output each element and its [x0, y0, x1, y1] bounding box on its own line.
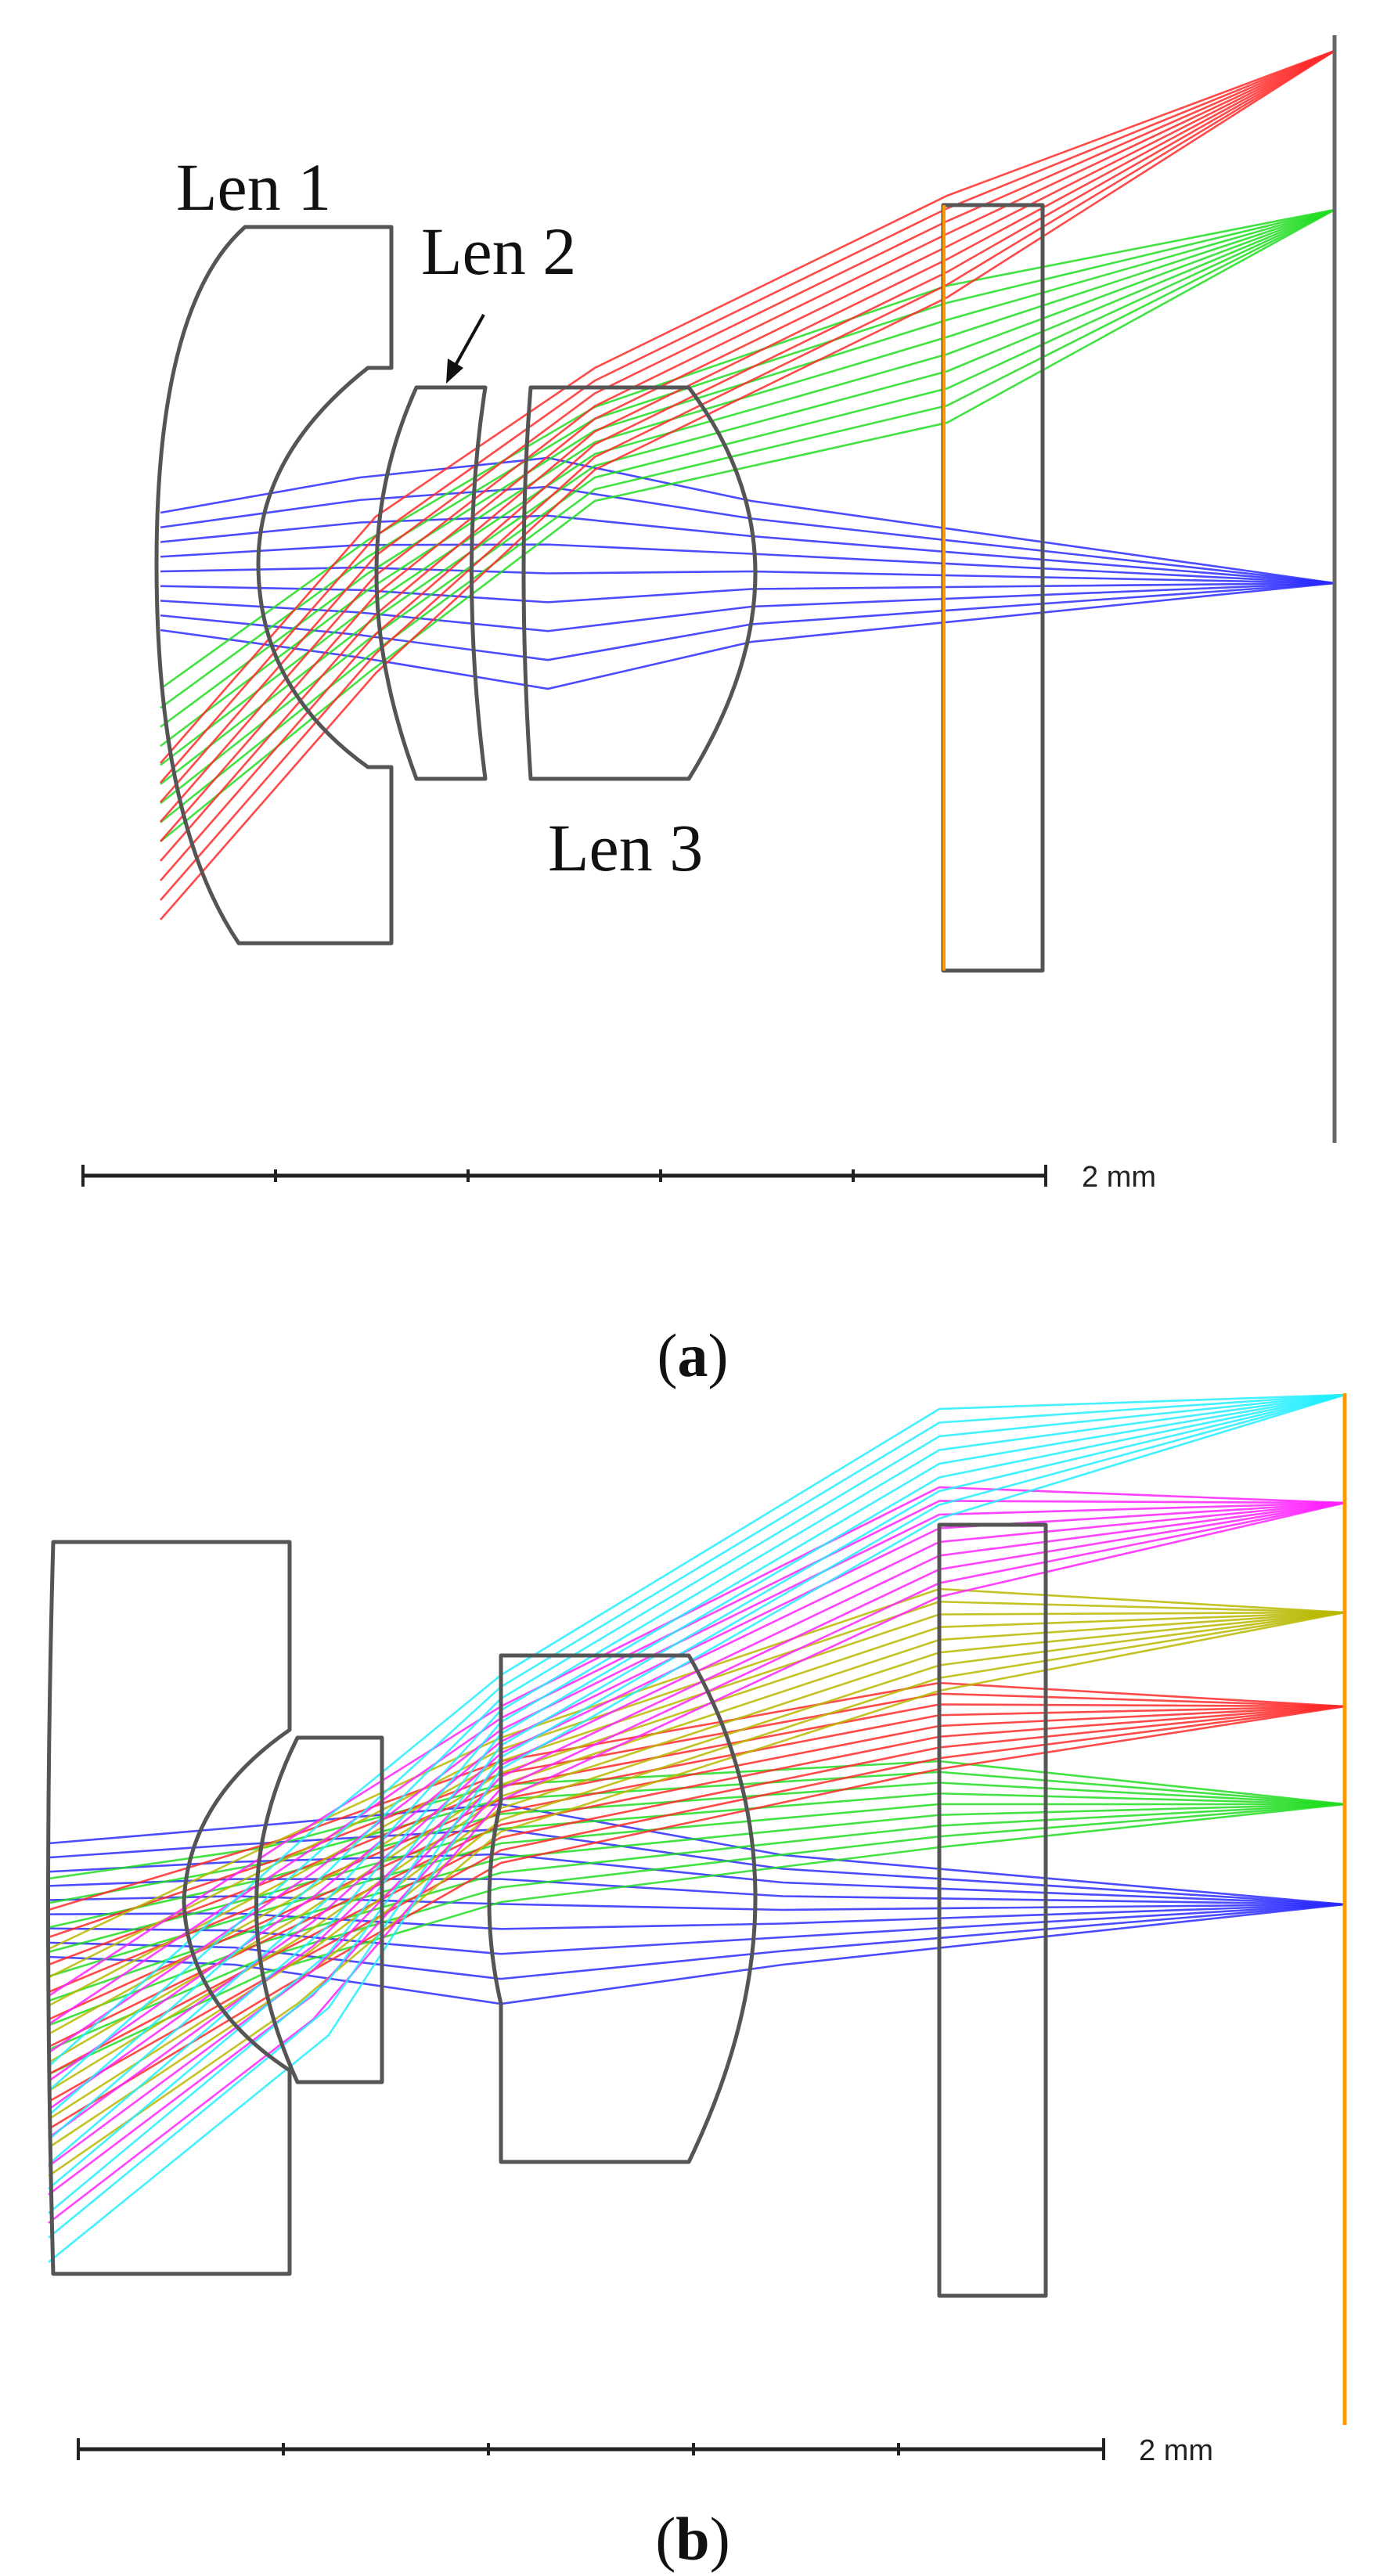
ray-green-a — [160, 208, 1335, 690]
ray-red-a — [160, 49, 1335, 881]
filter-plate-b — [937, 1522, 1048, 2298]
ray-green-b — [48, 1803, 1346, 2027]
ray-red-a — [160, 49, 1335, 921]
rays-a — [160, 49, 1335, 921]
ray-blue-a — [160, 514, 1335, 585]
rays-b — [48, 1393, 1346, 2264]
ray-red-a — [160, 49, 1335, 764]
ray-red-b — [48, 1705, 1346, 2103]
scale-label-a: 2 mm — [1082, 1161, 1156, 1194]
lens-1-outline — [154, 225, 394, 946]
ray-blue-a — [160, 456, 1335, 585]
ray-cyan-b — [48, 1393, 1346, 2092]
ray-red-b — [48, 1705, 1346, 2048]
scale-label-b: 2 mm — [1139, 2434, 1213, 2467]
ray-blue-b — [48, 1903, 1346, 1930]
lens-3-outline-b — [487, 1653, 758, 2164]
ray-blue-b — [48, 1853, 1346, 1906]
ray-green-b — [48, 1782, 1346, 1929]
lens-3-outline — [521, 385, 758, 781]
caption-a: (a) — [657, 1321, 729, 1389]
lens-1-outline-b — [46, 1540, 292, 2276]
ray-red-a — [160, 49, 1335, 862]
arrowhead-len-2 — [446, 358, 463, 384]
scale-bar-a — [81, 1165, 1047, 1187]
ray-blue-b — [48, 1903, 1346, 1980]
ray-magenta-b — [48, 1501, 1346, 2167]
ray-red-a — [160, 49, 1335, 842]
arrow-len-2 — [452, 314, 485, 369]
ray-green-a — [160, 208, 1335, 748]
ray-cyan-b — [48, 1393, 1346, 2190]
panel-b: 2 mm (b) — [46, 1393, 1347, 2573]
label-len-3: Len 3 — [548, 810, 703, 885]
ray-red-a — [160, 49, 1335, 901]
ray-olive-b — [48, 1611, 1346, 2178]
ray-green-a — [160, 208, 1335, 805]
ray-cyan-b — [48, 1393, 1346, 2264]
lens-2-outline — [374, 385, 488, 781]
label-len-2: Len 2 — [421, 214, 576, 289]
ray-blue-b — [48, 1878, 1346, 1906]
lens-2-outline-b — [254, 1735, 384, 2084]
ray-red-a — [160, 49, 1335, 803]
ray-red-b — [48, 1705, 1346, 2131]
ray-blue-a — [160, 582, 1335, 603]
ray-green-a — [160, 208, 1335, 843]
ray-blue-a — [160, 582, 1335, 632]
ray-green-a — [160, 208, 1335, 823]
ray-red-b — [48, 1705, 1346, 2076]
ray-blue-b — [48, 1903, 1346, 1955]
ray-blue-a — [160, 543, 1335, 585]
ray-red-a — [160, 49, 1335, 823]
ray-magenta-b — [48, 1501, 1346, 2225]
ray-green-a — [160, 208, 1335, 766]
ray-green-b — [48, 1792, 1346, 1954]
ray-green-a — [160, 208, 1335, 785]
ray-olive-b — [48, 1611, 1346, 2120]
caption-b: (b) — [655, 2505, 730, 2573]
scale-bar-b — [77, 2438, 1105, 2460]
label-len-1: Len 1 — [176, 150, 331, 225]
ray-red-a — [160, 49, 1335, 784]
ray-blue-b — [48, 1895, 1346, 1911]
ray-blue-a — [160, 566, 1335, 585]
panel-a: Len 1 Len 2 Len 3 2 mm (a) — [81, 35, 1337, 1389]
ray-olive-b — [48, 1611, 1346, 2149]
